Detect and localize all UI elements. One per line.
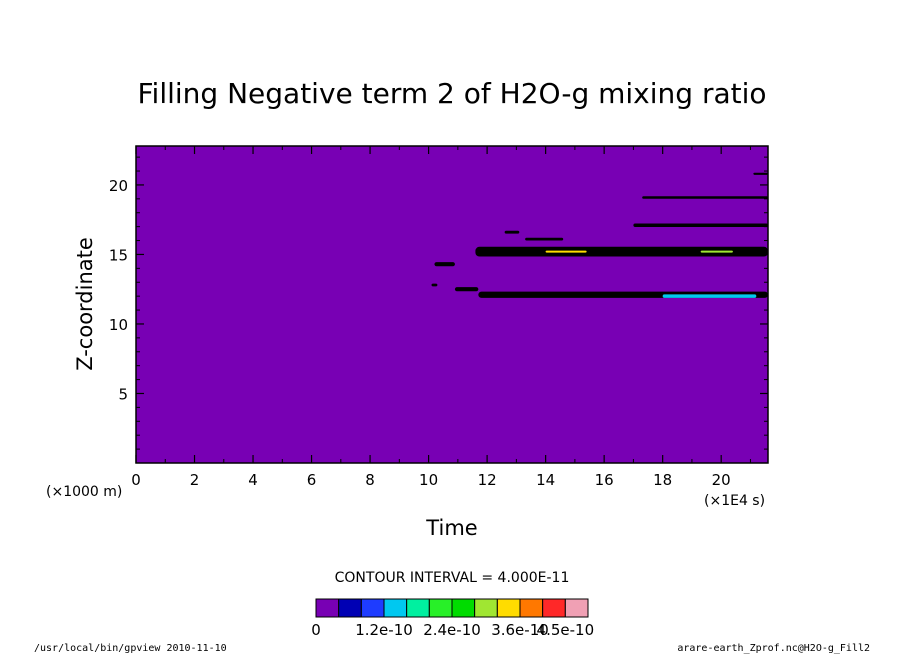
footer-right: arare-earth_Zprof.nc@H2O-g_Fill2 — [677, 643, 870, 654]
chart-title: Filling Negative term 2 of H2O-g mixing … — [137, 77, 766, 110]
y-axis-ticks: 5 10 15 20 — [109, 156, 768, 450]
contour-feature-3 — [642, 196, 768, 199]
y-axis-label: Z-coordinate — [73, 237, 97, 371]
contour-feature-10 — [662, 294, 757, 298]
colorbar-label: 2.4e-10 — [423, 621, 481, 639]
contour-features — [431, 172, 768, 298]
y-tick-label: 15 — [109, 246, 128, 264]
colorbar-label: 3.6e-10 — [491, 621, 549, 639]
colorbar-swatch — [383, 598, 408, 618]
x-tick-label: 18 — [653, 471, 672, 489]
x-tick-label: 8 — [365, 471, 375, 489]
contour-feature-7 — [504, 230, 520, 234]
colorbar-swatch — [474, 598, 498, 618]
footer-left: /usr/local/bin/gpview 2010-11-10 — [34, 643, 227, 654]
contour-feature-12 — [700, 250, 733, 253]
contour-feature-6 — [434, 262, 455, 267]
x-tick-label: 4 — [248, 471, 258, 489]
colorbar-labels: 0 1.2e-10 2.4e-10 3.6e-104.5e-10 — [311, 621, 594, 639]
y-tick-label: 5 — [118, 385, 128, 403]
x-tick-label: 16 — [595, 471, 614, 489]
contour-feature-5 — [454, 287, 479, 292]
colorbar-label: 0 — [311, 621, 321, 639]
contour-feature-8 — [525, 237, 564, 241]
x-axis-label: Time — [425, 516, 477, 540]
colorbar-swatch — [428, 598, 453, 618]
contour-feature-4 — [753, 172, 768, 175]
x-tick-label: 2 — [190, 471, 200, 489]
contour-feature-0 — [475, 246, 768, 257]
x-tick-label: 20 — [712, 471, 731, 489]
x-tick-label: 10 — [419, 471, 438, 489]
y-tick-label: 20 — [109, 177, 128, 195]
colorbar-swatch — [519, 598, 544, 618]
x-tick-label: 12 — [478, 471, 497, 489]
colorbar-swatch — [360, 598, 385, 618]
contour-interval-text: CONTOUR INTERVAL = 4.000E-11 — [335, 570, 570, 586]
plot-background — [136, 146, 768, 463]
plot-area — [135, 145, 769, 464]
colorbar-swatch — [315, 598, 340, 618]
colorbar — [315, 598, 589, 618]
colorbar-swatch — [564, 598, 589, 618]
x-tick-label: 0 — [131, 471, 141, 489]
x-axis-ticks: 0 2 4 6 8 10 12 14 16 18 20 — [131, 146, 751, 489]
colorbar-label: 4.5e-10 — [537, 621, 595, 639]
y-unit-label: (×1000 m) — [46, 484, 122, 500]
colorbar-swatch — [542, 598, 566, 618]
colorbar-swatch — [338, 598, 362, 618]
contour-feature-11 — [545, 250, 587, 253]
contour-feature-2 — [633, 223, 768, 227]
y-tick-label: 10 — [109, 316, 128, 334]
colorbar-swatch — [406, 598, 430, 618]
x-tick-label: 6 — [307, 471, 317, 489]
x-tick-label: 14 — [536, 471, 555, 489]
colorbar-swatch — [451, 598, 476, 618]
colorbar-swatch — [496, 598, 521, 618]
contour-feature-9 — [431, 283, 438, 287]
colorbar-label: 1.2e-10 — [355, 621, 413, 639]
x-unit-label: (×1E4 s) — [704, 493, 765, 509]
plot-frame — [135, 145, 769, 464]
